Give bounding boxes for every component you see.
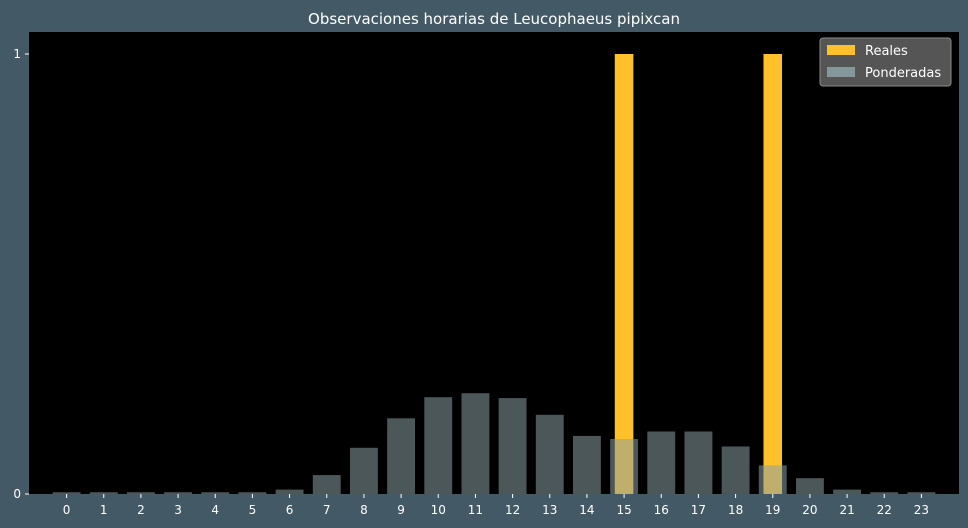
bar-ponderadas-19: [758, 465, 787, 494]
series-ponderadas: [52, 393, 936, 494]
bar-ponderadas-7: [312, 475, 341, 494]
x-tick-label-16: 16: [654, 503, 669, 517]
x-tick-label-12: 12: [505, 503, 520, 517]
x-tick-label-13: 13: [542, 503, 557, 517]
x-tick-label-7: 7: [323, 503, 331, 517]
bar-ponderadas-3: [164, 492, 193, 494]
legend-label-ponderadas: Ponderadas: [865, 66, 941, 81]
bar-ponderadas-5: [238, 492, 267, 494]
x-tick-label-3: 3: [174, 503, 182, 517]
x-tick-label-21: 21: [839, 503, 854, 517]
bar-ponderadas-9: [387, 418, 416, 494]
x-tick-label-19: 19: [765, 503, 780, 517]
x-tick-label-11: 11: [468, 503, 483, 517]
legend-label-reales: Reales: [865, 44, 908, 59]
bar-ponderadas-23: [907, 492, 936, 494]
x-tick-label-5: 5: [249, 503, 257, 517]
x-tick-label-10: 10: [431, 503, 446, 517]
y-axis: 01: [13, 47, 29, 501]
x-tick-label-8: 8: [360, 503, 368, 517]
bar-ponderadas-12: [498, 398, 527, 494]
x-tick-label-23: 23: [914, 503, 929, 517]
bar-reales-19: [763, 54, 783, 494]
bar-ponderadas-6: [275, 489, 304, 494]
x-tick-label-0: 0: [63, 503, 71, 517]
bar-ponderadas-16: [647, 431, 676, 494]
plot-area: [29, 32, 959, 494]
x-tick-label-14: 14: [579, 503, 594, 517]
x-tick-label-2: 2: [137, 503, 145, 517]
bar-ponderadas-21: [833, 489, 862, 494]
x-tick-label-15: 15: [616, 503, 631, 517]
bar-ponderadas-8: [349, 447, 378, 494]
x-tick-label-18: 18: [728, 503, 743, 517]
x-tick-label-22: 22: [877, 503, 892, 517]
bar-ponderadas-11: [461, 393, 490, 494]
bar-ponderadas-2: [126, 492, 155, 494]
chart-title: Observaciones horarias de Leucophaeus pi…: [308, 10, 680, 28]
x-tick-label-6: 6: [286, 503, 294, 517]
x-tick-label-9: 9: [397, 503, 405, 517]
bar-ponderadas-4: [201, 492, 230, 494]
series-reales: [614, 54, 783, 494]
x-tick-label-4: 4: [211, 503, 219, 517]
bar-ponderadas-1: [89, 492, 118, 494]
bar-ponderadas-18: [721, 446, 750, 494]
x-tick-label-20: 20: [802, 503, 817, 517]
y-tick-label-0: 0: [13, 487, 21, 501]
bar-ponderadas-15: [610, 439, 639, 494]
y-tick-label-1: 1: [13, 47, 21, 61]
legend: Reales Ponderadas: [819, 37, 952, 87]
bar-ponderadas-14: [572, 435, 601, 494]
bar-ponderadas-20: [795, 478, 824, 494]
x-axis: 0 1 2 3 4 5 6 7 8 9 10 11 12 13 14 15 16 17 18 19 20 21 22 23: [63, 494, 929, 517]
bar-ponderadas-0: [52, 492, 81, 494]
bar-reales-15: [614, 54, 634, 494]
legend-swatch-reales: [827, 45, 855, 55]
legend-swatch-ponderadas: [827, 67, 855, 77]
x-tick-label-1: 1: [100, 503, 108, 517]
bar-ponderadas-17: [684, 431, 713, 494]
x-tick-label-17: 17: [691, 503, 706, 517]
bar-ponderadas-10: [424, 397, 453, 494]
bar-ponderadas-13: [535, 414, 564, 494]
bar-ponderadas-22: [870, 492, 899, 494]
